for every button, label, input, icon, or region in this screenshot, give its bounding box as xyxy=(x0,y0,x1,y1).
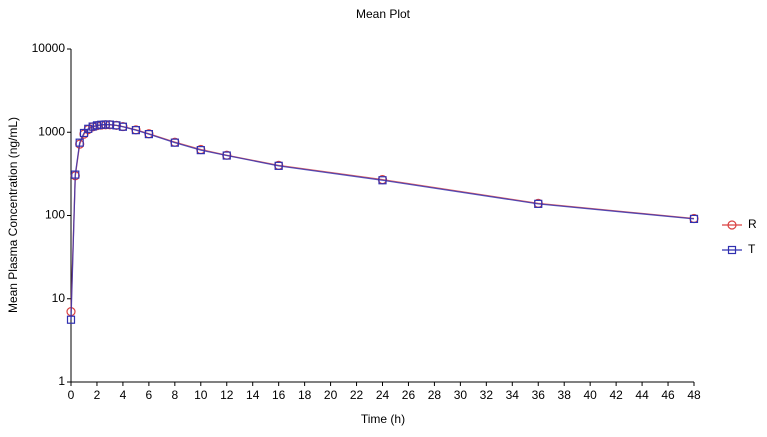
x-tick-label: 36 xyxy=(532,388,546,402)
x-tick-label: 12 xyxy=(220,388,234,402)
x-tick-label: 38 xyxy=(558,388,572,402)
x-tick-label: 24 xyxy=(376,388,390,402)
data-point xyxy=(144,130,153,139)
data-point xyxy=(88,122,97,131)
x-tick-label: 22 xyxy=(350,388,364,402)
legend-marker xyxy=(727,245,737,255)
x-tick-label: 6 xyxy=(146,388,153,402)
legend-label: T xyxy=(748,242,756,256)
series-line xyxy=(70,124,695,312)
x-tick-label: 34 xyxy=(506,388,520,402)
x-tick-label: 40 xyxy=(583,388,597,402)
y-tick-label: 10 xyxy=(52,291,66,305)
x-tick-label: 0 xyxy=(68,388,75,402)
data-point xyxy=(170,138,179,147)
y-axis-label: Mean Plasma Concentration (ng/mL) xyxy=(6,117,20,313)
legend-label: R xyxy=(748,217,757,231)
x-tick-label: 16 xyxy=(272,388,286,402)
x-tick-label: 20 xyxy=(324,388,338,402)
data-point xyxy=(274,161,283,170)
data-point xyxy=(92,121,102,130)
x-tick-label: 28 xyxy=(428,388,442,402)
data-point xyxy=(79,128,89,138)
y-tick-label: 10000 xyxy=(32,41,66,55)
x-tick-label: 42 xyxy=(609,388,623,402)
x-tick-label: 30 xyxy=(454,388,468,402)
data-point xyxy=(378,176,387,185)
data-point xyxy=(131,126,140,135)
x-axis-label: Time (h) xyxy=(361,412,405,426)
data-point xyxy=(97,120,106,129)
x-tick-label: 8 xyxy=(171,388,178,402)
y-tick-label: 100 xyxy=(45,208,65,222)
x-tick-label: 14 xyxy=(246,388,260,402)
data-point xyxy=(75,138,84,147)
x-tick-label: 48 xyxy=(687,388,701,402)
series-line xyxy=(70,123,695,320)
data-point xyxy=(71,170,80,179)
data-point xyxy=(534,199,543,208)
data-point xyxy=(222,151,231,160)
x-tick-label: 18 xyxy=(298,388,312,402)
y-tick-label: 1000 xyxy=(38,124,65,138)
x-tick-label: 4 xyxy=(120,388,127,402)
legend-marker xyxy=(727,220,737,230)
data-point xyxy=(118,122,128,131)
data-point xyxy=(66,315,76,324)
chart-title: Mean Plot xyxy=(356,7,411,21)
x-tick-label: 2 xyxy=(94,388,101,402)
data-point xyxy=(84,124,93,133)
data-point xyxy=(689,214,699,224)
x-tick-label: 44 xyxy=(635,388,649,402)
data-point xyxy=(196,146,205,155)
y-tick-label: 1 xyxy=(58,374,65,388)
x-tick-label: 32 xyxy=(480,388,494,402)
x-tick-label: 10 xyxy=(194,388,208,402)
x-tick-label: 46 xyxy=(661,388,675,402)
data-point xyxy=(101,120,110,129)
x-tick-label: 26 xyxy=(402,388,416,402)
